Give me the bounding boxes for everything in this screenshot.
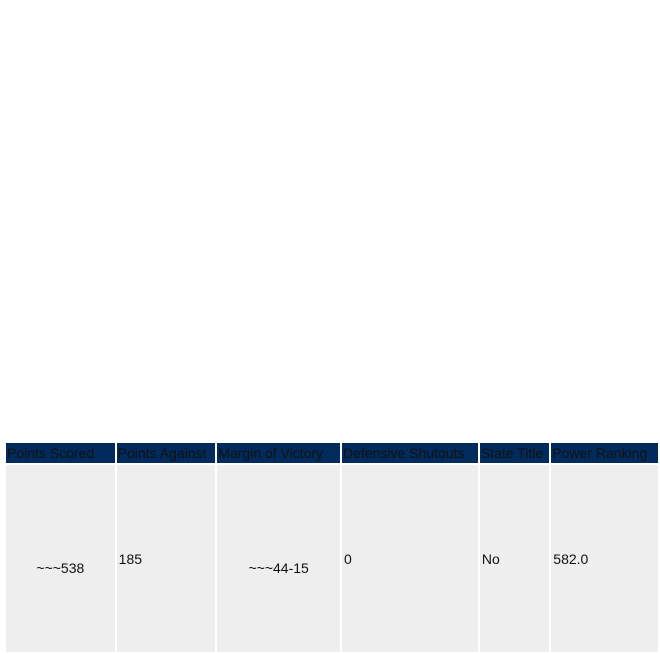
data-row: ~~~538 185 ~~~44-15 0 No 582.0	[6, 465, 658, 652]
header-cell: Points Against	[116, 443, 216, 463]
header-cell: Margin of Victory	[217, 443, 341, 463]
cell: ~~~44-15	[217, 465, 341, 652]
cell: 582.0	[551, 465, 658, 652]
cell: ~~~538	[6, 465, 115, 652]
stats-table: Points Scored Points Against Margin of V…	[4, 441, 660, 654]
header-cell: Points Scored	[6, 443, 115, 463]
header-cell: Defensive Shutouts	[342, 443, 478, 463]
table-header: Points Scored Points Against Margin of V…	[6, 443, 658, 463]
cell: No	[479, 465, 550, 652]
header-row: Points Scored Points Against Margin of V…	[6, 443, 658, 463]
header-cell: Power Ranking	[551, 443, 658, 463]
cell: 185	[116, 465, 216, 652]
cell: 0	[342, 465, 478, 652]
table-body: ~~~538 185 ~~~44-15 0 No 582.0	[6, 465, 658, 652]
header-cell: State Title	[479, 443, 550, 463]
